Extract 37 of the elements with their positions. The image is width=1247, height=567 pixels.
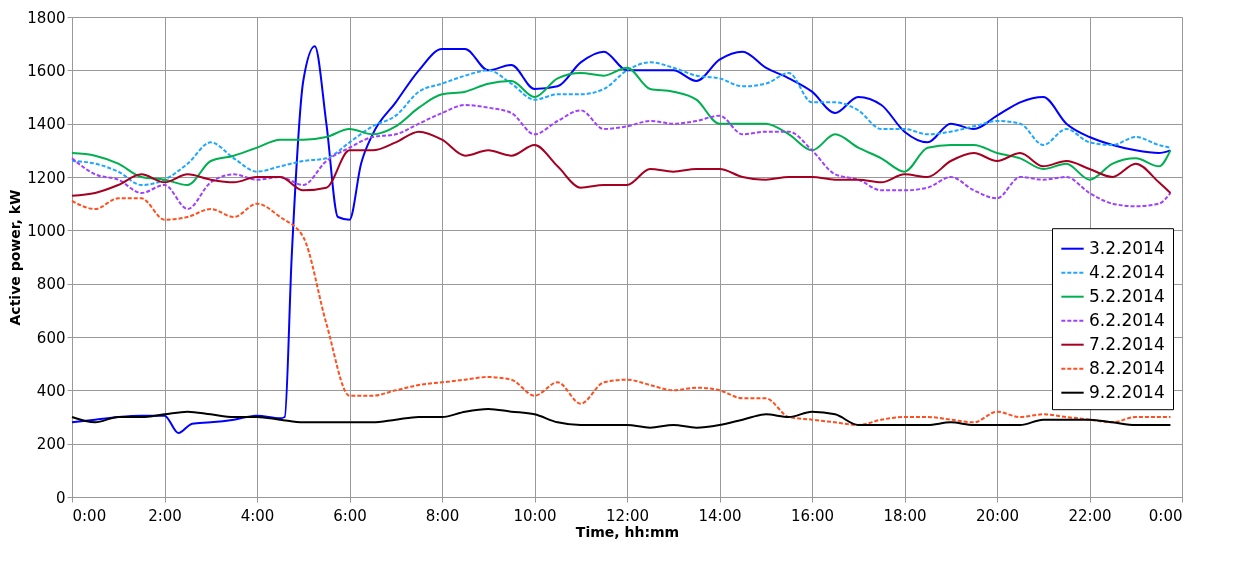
- line-series: [71, 45, 1172, 434]
- x-tick-label: 2:00: [148, 506, 182, 525]
- line-series: [71, 104, 1172, 210]
- x-tick-label: 12:00: [605, 506, 650, 525]
- x-tick-label: 4:00: [240, 506, 275, 525]
- y-tick-label: 1200: [27, 168, 66, 187]
- x-tick-label: 14:00: [698, 506, 742, 525]
- y-tick-label: 1600: [27, 61, 66, 80]
- y-tick-label: 600: [36, 328, 66, 347]
- legend-label: 7.2.2014: [1089, 333, 1165, 354]
- legend-label: 4.2.2014: [1089, 261, 1165, 282]
- y-axis-title: Active power, kW: [7, 189, 24, 326]
- line-series: [71, 130, 1172, 197]
- y-tick-label: 1400: [27, 115, 66, 134]
- legend-label: 3.2.2014: [1089, 237, 1165, 258]
- y-tick-label: 0: [55, 488, 66, 507]
- y-tick-label: 1000: [27, 221, 66, 240]
- legend-label: 9.2.2014: [1089, 381, 1165, 402]
- y-tick-label: 200: [36, 435, 66, 454]
- x-tick-label: 18:00: [883, 506, 927, 525]
- x-tick-label: 20:00: [975, 506, 1020, 525]
- line-series: [71, 197, 1172, 426]
- legend-label: 5.2.2014: [1089, 285, 1165, 306]
- line-series: [71, 408, 1172, 429]
- x-tick-label: 22:00: [1068, 506, 1112, 525]
- y-tick-label: 400: [36, 381, 66, 400]
- legend-label: 8.2.2014: [1089, 357, 1165, 378]
- x-tick-label: 6:00: [333, 506, 367, 525]
- x-tick-label: 8:00: [425, 506, 460, 525]
- legend-label: 6.2.2014: [1089, 309, 1165, 330]
- x-tick-label: 10:00: [513, 506, 557, 525]
- x-tick-label: 16:00: [790, 506, 835, 525]
- x-tick-label: 0:00: [1148, 506, 1183, 525]
- y-tick-label: 1800: [27, 8, 66, 27]
- x-tick-label: 0:00: [72, 506, 107, 525]
- y-tick-label: 800: [36, 275, 66, 294]
- x-axis-title: Time, hh:mm: [575, 523, 680, 540]
